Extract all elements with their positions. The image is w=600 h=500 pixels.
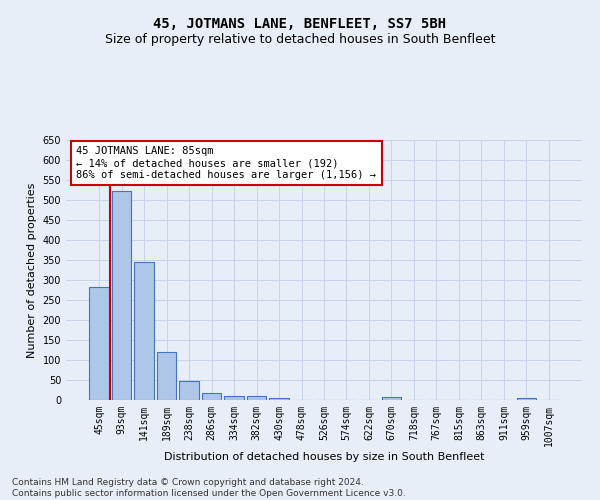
Bar <box>134 262 154 400</box>
Bar <box>247 396 266 400</box>
X-axis label: Distribution of detached houses by size in South Benfleet: Distribution of detached houses by size … <box>164 452 484 462</box>
Text: Size of property relative to detached houses in South Benfleet: Size of property relative to detached ho… <box>105 32 495 46</box>
Bar <box>179 381 199 400</box>
Bar <box>202 393 221 400</box>
Bar <box>269 398 289 400</box>
Bar <box>517 398 536 400</box>
Text: Contains HM Land Registry data © Crown copyright and database right 2024.
Contai: Contains HM Land Registry data © Crown c… <box>12 478 406 498</box>
Y-axis label: Number of detached properties: Number of detached properties <box>27 182 37 358</box>
Bar <box>224 396 244 400</box>
Text: 45, JOTMANS LANE, BENFLEET, SS7 5BH: 45, JOTMANS LANE, BENFLEET, SS7 5BH <box>154 18 446 32</box>
Bar <box>89 287 109 400</box>
Bar <box>157 352 176 400</box>
Text: 45 JOTMANS LANE: 85sqm
← 14% of detached houses are smaller (192)
86% of semi-de: 45 JOTMANS LANE: 85sqm ← 14% of detached… <box>76 146 376 180</box>
Bar <box>382 397 401 400</box>
Bar <box>112 191 131 400</box>
